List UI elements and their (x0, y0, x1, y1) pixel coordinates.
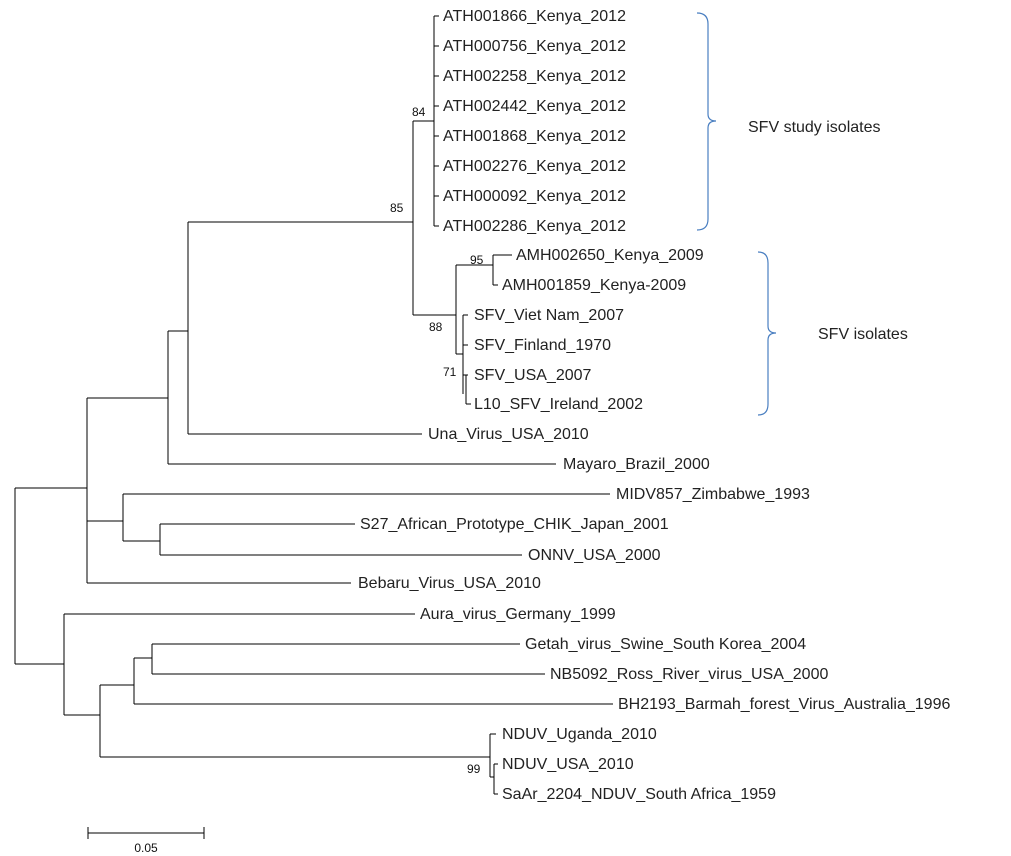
leaf-label: Una_Virus_USA_2010 (428, 426, 589, 443)
study-isolates-label: SFV study isolates (748, 119, 881, 136)
leaf-label: NDUV_Uganda_2010 (502, 726, 657, 743)
leaf-label: SFV_Finland_1970 (474, 337, 611, 354)
tree-branches (14, 15, 613, 795)
leaf-label: ATH002286_Kenya_2012 (443, 218, 626, 235)
leaf-label: S27_African_Prototype_CHIK_Japan_2001 (360, 516, 669, 533)
leaf-label: AMH001859_Kenya-2009 (502, 277, 686, 294)
leaf-label: Aura_virus_Germany_1999 (420, 606, 616, 623)
support-values: 84 85 95 88 71 99 (390, 105, 484, 776)
leaf-label: ATH001866_Kenya_2012 (443, 8, 626, 25)
leaf-label: ATH002258_Kenya_2012 (443, 68, 626, 85)
sfv-isolates-label: SFV isolates (818, 326, 908, 343)
leaf-label: SFV_USA_2007 (474, 367, 592, 384)
support-value-88: 88 (429, 320, 443, 334)
leaf-label: NDUV_USA_2010 (502, 756, 634, 773)
leaf-label: AMH002650_Kenya_2009 (516, 247, 704, 264)
clade-annotations: SFV study isolates SFV isolates (696, 12, 908, 416)
leaf-label: SaAr_2204_NDUV_South Africa_1959 (502, 786, 776, 803)
support-value-95: 95 (470, 253, 484, 267)
leaf-label: Bebaru_Virus_USA_2010 (358, 575, 541, 592)
leaf-label: ATH000092_Kenya_2012 (443, 188, 626, 205)
support-value-71: 71 (443, 365, 457, 379)
leaf-label: NB5092_Ross_River_virus_USA_2000 (550, 666, 828, 683)
support-value-84: 84 (412, 105, 426, 119)
study-isolates-bracket (696, 12, 717, 231)
leaf-label: BH2193_Barmah_forest_Virus_Australia_199… (618, 696, 950, 713)
scale-bar: 0.05 (87, 827, 205, 855)
leaf-label: ATH001868_Kenya_2012 (443, 128, 626, 145)
leaf-label: ATH000756_Kenya_2012 (443, 38, 626, 55)
support-value-85: 85 (390, 201, 404, 215)
leaf-label: ONNV_USA_2000 (528, 547, 661, 564)
leaf-label: MIDV857_Zimbabwe_1993 (616, 486, 810, 503)
support-value-99: 99 (467, 762, 481, 776)
sfv-isolates-bracket (757, 251, 777, 416)
leaf-label: L10_SFV_Ireland_2002 (474, 396, 643, 413)
scale-bar-label: 0.05 (134, 841, 158, 855)
leaf-label: Getah_virus_Swine_South Korea_2004 (525, 636, 806, 653)
leaf-label: ATH002276_Kenya_2012 (443, 158, 626, 175)
leaf-labels: ATH001866_Kenya_2012 ATH000756_Kenya_201… (358, 8, 950, 803)
leaf-label: Mayaro_Brazil_2000 (563, 456, 710, 473)
leaf-label: ATH002442_Kenya_2012 (443, 98, 626, 115)
leaf-label: SFV_Viet Nam_2007 (474, 307, 624, 324)
